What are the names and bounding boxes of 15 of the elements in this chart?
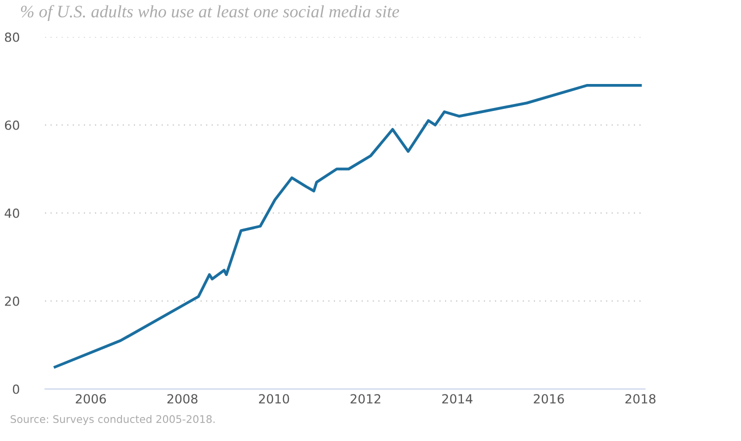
y-tick-label: 40: [4, 208, 20, 218]
y-tick-label: 80: [4, 32, 20, 42]
line-series: [54, 84, 642, 368]
x-tick-label: 2012: [350, 394, 380, 404]
x-tick-label: 2014: [442, 394, 472, 404]
x-tick-label: 2008: [167, 394, 198, 404]
x-tick-label: 2010: [259, 394, 290, 404]
y-tick-label: 20: [5, 296, 20, 306]
source-note: Source: Surveys conducted 2005-2018.: [10, 414, 215, 426]
x-tick-label: 2016: [534, 394, 564, 404]
chart-title: % of U.S. adults who use at least one social media site: [20, 5, 400, 21]
x-tick-label: 2018: [625, 394, 656, 404]
y-tick-label: 0: [12, 384, 20, 394]
x-tick-label: 2006: [76, 394, 106, 404]
y-tick-label: 60: [4, 120, 20, 130]
